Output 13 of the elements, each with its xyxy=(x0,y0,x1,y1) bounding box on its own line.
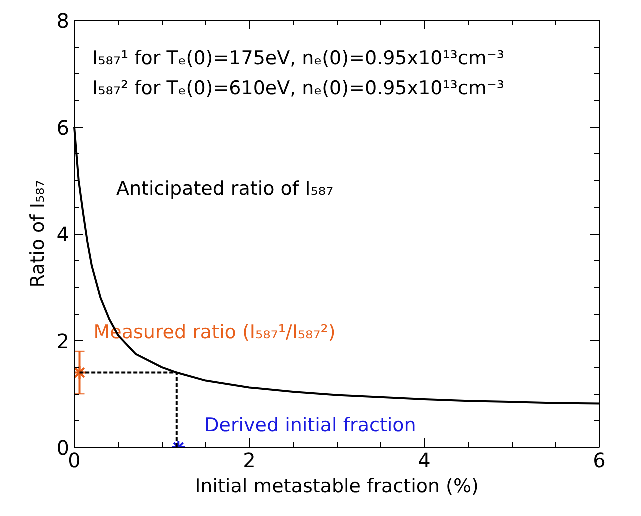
y-axis-title: Ratio of I₅₈₇ xyxy=(26,180,49,288)
x-tick-label: 4 xyxy=(418,448,431,472)
y-tick-label: 4 xyxy=(56,222,70,246)
x-tick-label: 2 xyxy=(243,448,256,472)
y-tick-label: 2 xyxy=(56,329,70,354)
x-axis-title: Initial metastable fraction (%) xyxy=(195,476,479,498)
y-tick-label: 8 xyxy=(56,9,70,33)
x-tick-label: 6 xyxy=(593,448,606,472)
series-label: Derived initial fraction xyxy=(204,414,416,436)
annotation: I₅₈₇¹ for Tₑ(0)=175eV, nₑ(0)=0.95x10¹³cm⁻³ xyxy=(92,48,505,70)
series-label: Anticipated ratio of I₅₈₇ xyxy=(116,178,334,200)
y-tick-label: 6 xyxy=(56,116,70,140)
annotation: I₅₈₇² for Tₑ(0)=610eV, nₑ(0)=0.95x10¹³cm⁻³ xyxy=(92,78,505,100)
